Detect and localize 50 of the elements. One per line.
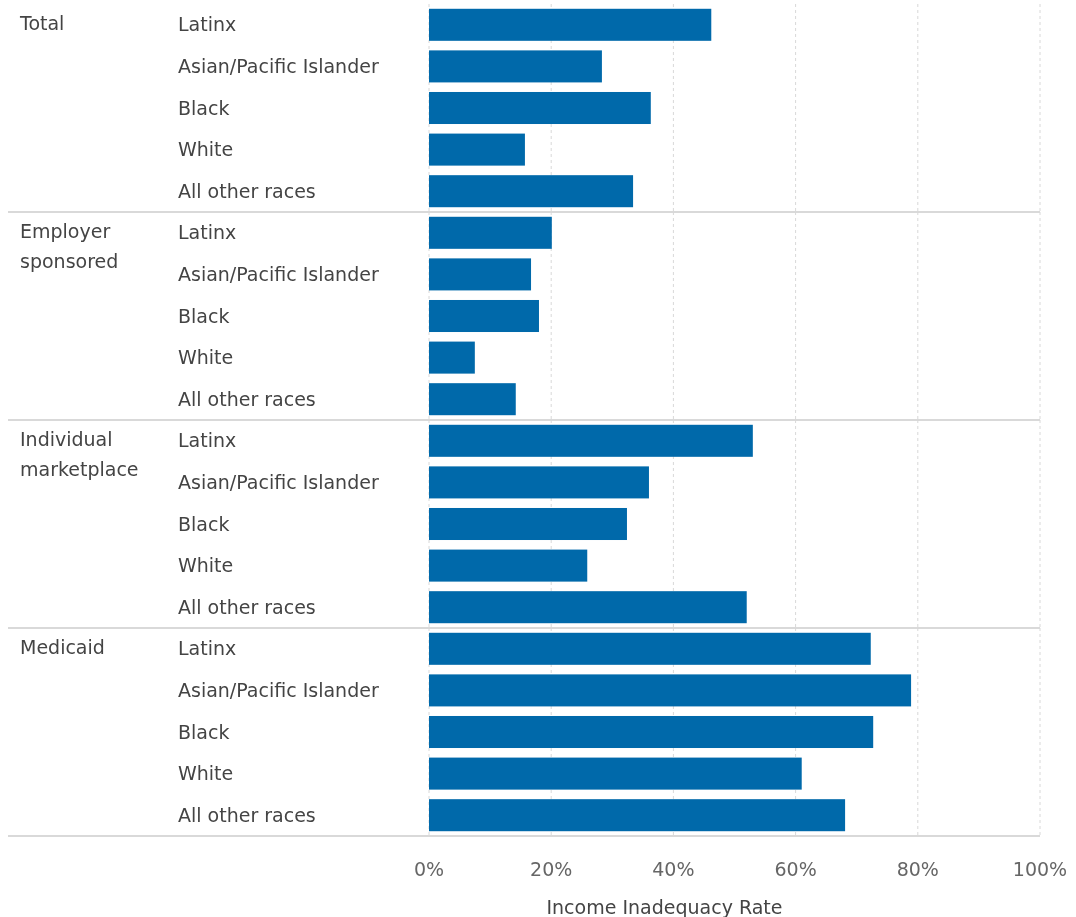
y-tick-label: All other races xyxy=(178,595,316,618)
x-tick-label: 80% xyxy=(896,858,939,880)
bar xyxy=(429,299,539,333)
bar xyxy=(429,50,602,83)
y-tick-label: Black xyxy=(178,512,230,535)
y-tick-label: All other races xyxy=(178,803,316,826)
text: Employer sponsored xyxy=(20,220,119,272)
bar xyxy=(429,216,552,249)
bar xyxy=(429,632,871,665)
text: Total xyxy=(19,12,65,34)
bar xyxy=(429,133,525,166)
y-tick-label: All other races xyxy=(178,387,316,410)
bar xyxy=(429,383,516,416)
bar xyxy=(429,674,912,707)
y-tick-label: Black xyxy=(178,720,230,743)
y-tick-label: Black xyxy=(178,304,230,327)
x-tick-label: 0% xyxy=(413,858,445,880)
y-tick-label: All other races xyxy=(178,179,316,202)
y-tick-label: Asian/Pacific Islander xyxy=(178,55,379,78)
y-tick-label: White xyxy=(178,346,234,369)
y-tick-label: Latinx xyxy=(178,637,237,660)
y-tick-label: Asian/Pacific Islander xyxy=(178,263,379,286)
x-tick-label: 100% xyxy=(1012,858,1068,880)
y-tick-label: Black xyxy=(178,96,230,119)
bar xyxy=(429,341,475,374)
bar xyxy=(429,591,747,624)
y-tick-label: Latinx xyxy=(178,221,237,244)
x-tick-label: 20% xyxy=(530,858,573,880)
bar xyxy=(429,424,753,457)
bar xyxy=(429,799,846,832)
bar xyxy=(429,549,588,582)
bar xyxy=(429,507,627,541)
y-tick-label: Asian/Pacific Islander xyxy=(178,471,379,494)
bar xyxy=(429,175,634,208)
bar xyxy=(429,258,532,291)
x-tick-label: 40% xyxy=(652,858,695,880)
x-tick-label: 60% xyxy=(774,858,817,880)
bar xyxy=(429,8,712,41)
y-tick-label: Latinx xyxy=(178,429,237,452)
y-tick-label: Asian/Pacific Islander xyxy=(178,679,379,702)
bar xyxy=(429,715,874,749)
y-tick-label: White xyxy=(178,138,234,161)
y-tick-label: Latinx xyxy=(178,13,237,36)
y-tick-label: White xyxy=(178,554,234,577)
text: Individual marketplace xyxy=(20,428,139,480)
y-tick-label: White xyxy=(178,762,234,785)
bar xyxy=(429,91,651,125)
text: Medicaid xyxy=(20,636,105,658)
bar xyxy=(429,757,802,790)
bar xyxy=(429,466,649,499)
